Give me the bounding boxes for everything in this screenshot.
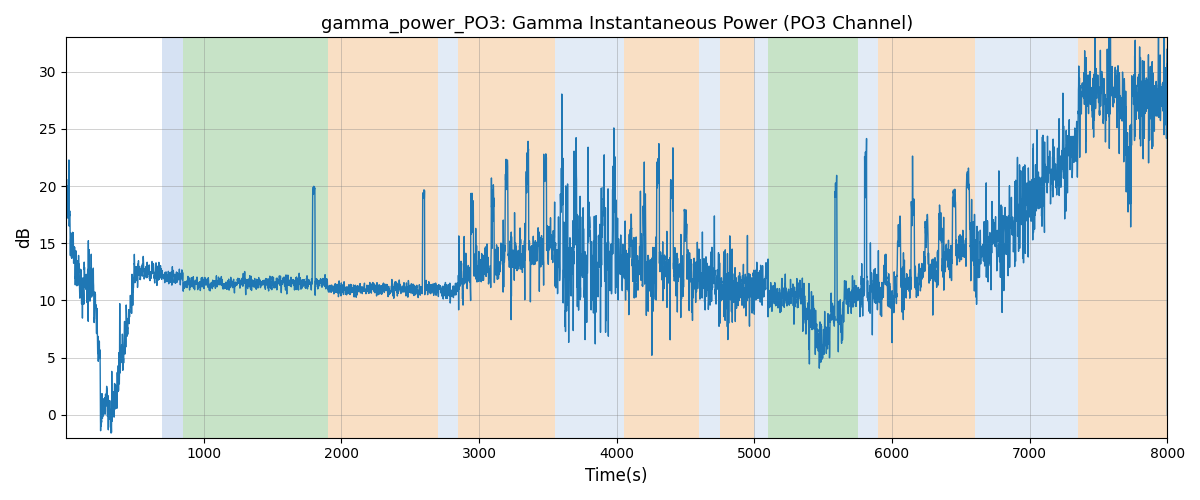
Bar xyxy=(182,38,328,438)
Y-axis label: dB: dB xyxy=(16,226,34,248)
Bar xyxy=(554,38,624,438)
Bar xyxy=(878,38,974,438)
Bar xyxy=(858,38,878,438)
X-axis label: Time(s): Time(s) xyxy=(586,467,648,485)
Bar xyxy=(768,38,858,438)
Bar xyxy=(755,38,768,438)
Bar xyxy=(458,38,554,438)
Bar xyxy=(1078,38,1175,438)
Bar xyxy=(720,38,755,438)
Bar xyxy=(328,38,438,438)
Bar xyxy=(974,38,1078,438)
Bar xyxy=(162,38,182,438)
Bar xyxy=(624,38,700,438)
Title: gamma_power_PO3: Gamma Instantaneous Power (PO3 Channel): gamma_power_PO3: Gamma Instantaneous Pow… xyxy=(320,15,913,34)
Bar xyxy=(700,38,720,438)
Bar xyxy=(438,38,458,438)
